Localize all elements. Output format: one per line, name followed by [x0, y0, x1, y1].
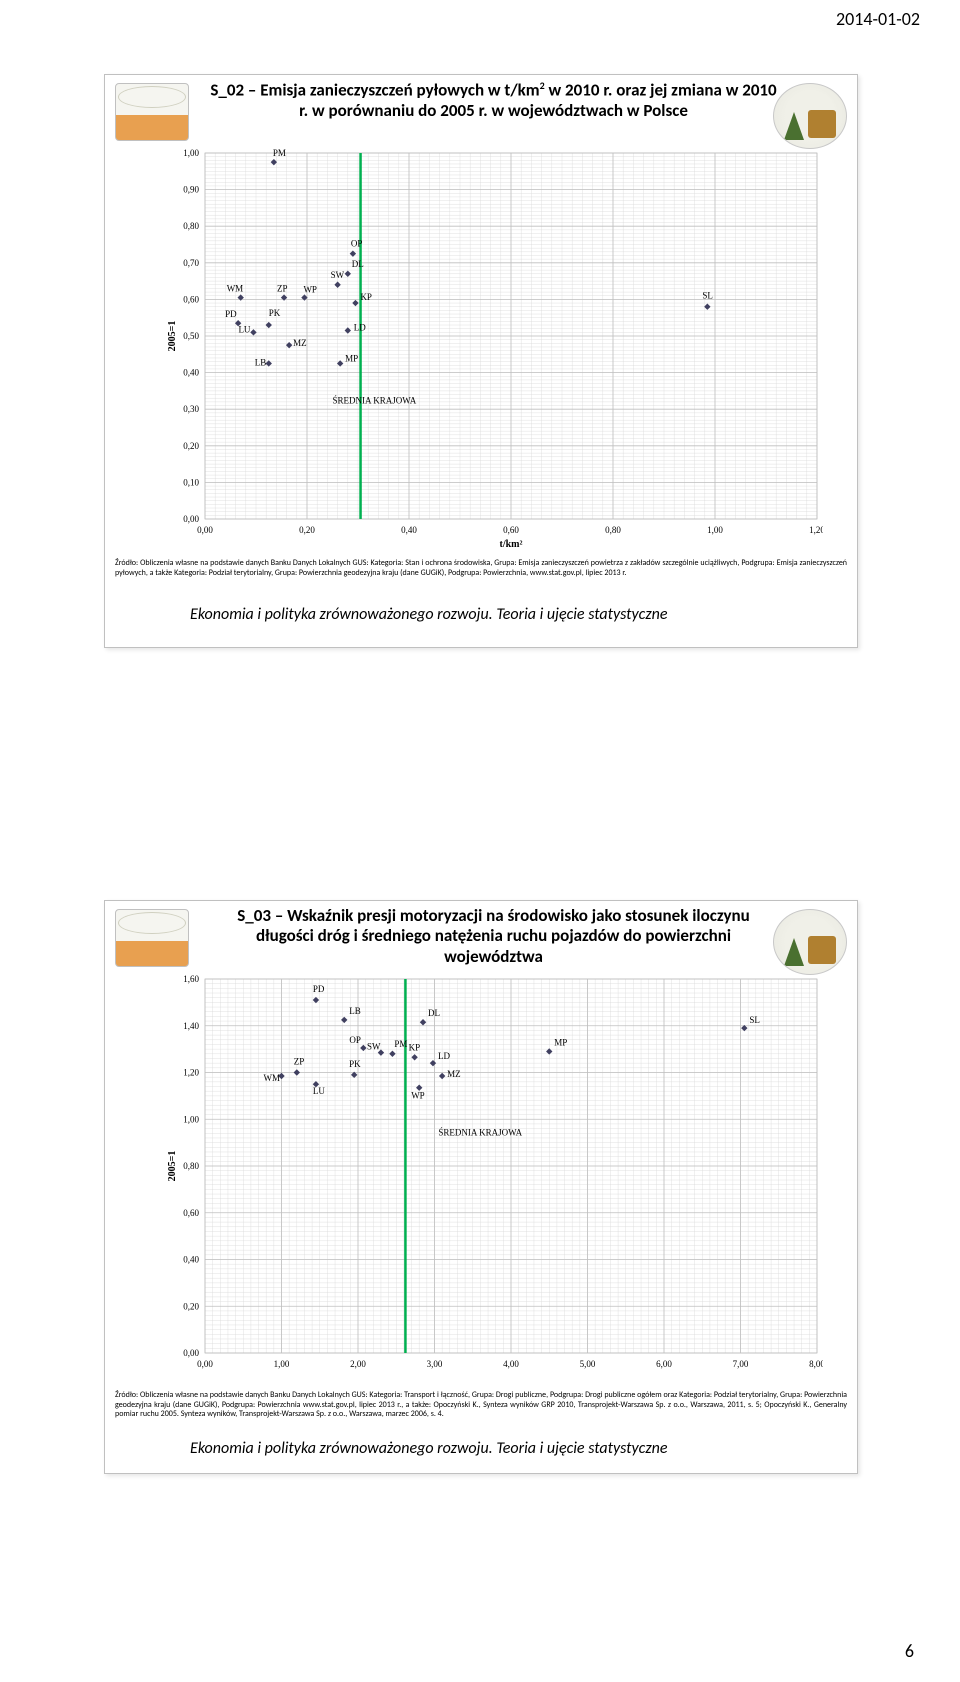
svg-text:8,00: 8,00: [809, 1359, 823, 1369]
svg-text:0,40: 0,40: [183, 1255, 199, 1265]
svg-text:PD: PD: [313, 984, 325, 994]
svg-text:1,00: 1,00: [274, 1359, 290, 1369]
svg-text:WM: WM: [264, 1073, 281, 1083]
svg-text:5,00: 5,00: [580, 1359, 596, 1369]
conference-logo: [773, 83, 847, 149]
svg-text:LB: LB: [349, 1006, 361, 1016]
svg-text:0,80: 0,80: [183, 221, 199, 231]
svg-text:SL: SL: [702, 291, 713, 301]
svg-text:LD: LD: [438, 1051, 450, 1061]
svg-text:0,00: 0,00: [183, 1348, 199, 1358]
svg-text:LD: LD: [354, 323, 366, 333]
svg-text:0,50: 0,50: [183, 331, 199, 341]
svg-text:7,00: 7,00: [733, 1359, 749, 1369]
svg-text:0,10: 0,10: [183, 477, 199, 487]
svg-text:t/km²: t/km²: [500, 539, 523, 550]
svg-text:ZP: ZP: [294, 1057, 305, 1067]
svg-text:WP: WP: [303, 285, 317, 295]
svg-text:0,20: 0,20: [183, 1301, 199, 1311]
svg-text:0,40: 0,40: [183, 368, 199, 378]
slide1-source: Źródło: Obliczenia własne na podstawie d…: [115, 559, 847, 578]
svg-text:SW: SW: [331, 270, 345, 280]
svg-text:LB: LB: [255, 357, 267, 367]
scatter-chart-1: 0,00 0,20 0,40 0,60 0,80 1,00 1,20 0,00 0,10 0,20…: [163, 147, 823, 557]
svg-text:OP: OP: [349, 1035, 361, 1045]
svg-text:0,70: 0,70: [183, 258, 199, 268]
slide1-footer: Ekonomia i polityka zrównoważonego rozwo…: [190, 605, 668, 624]
svg-text:1,00: 1,00: [707, 525, 723, 535]
svg-text:PM: PM: [394, 1039, 407, 1049]
svg-text:2,00: 2,00: [350, 1359, 366, 1369]
svg-text:LU: LU: [238, 324, 250, 334]
university-logo: [115, 83, 189, 141]
slide-2: S_03 – Wskaźnik presji motoryzacji na śr…: [104, 900, 858, 1474]
svg-text:MZ: MZ: [447, 1069, 461, 1079]
slide-1: S_02 – Emisja zanieczyszczeń pyłowych w …: [104, 74, 858, 648]
svg-text:WP: WP: [411, 1091, 425, 1101]
svg-text:MZ: MZ: [293, 338, 307, 348]
university-logo: [115, 909, 189, 967]
svg-text:DL: DL: [428, 1008, 440, 1018]
svg-text:PD: PD: [225, 309, 237, 319]
svg-text:ŚREDNIA KRAJOWA: ŚREDNIA KRAJOWA: [438, 1128, 522, 1138]
svg-text:KP: KP: [360, 292, 372, 302]
slide2-footer: Ekonomia i polityka zrównoważonego rozwo…: [190, 1439, 668, 1458]
svg-text:0,40: 0,40: [401, 525, 417, 535]
svg-text:0,90: 0,90: [183, 185, 199, 195]
svg-text:0,60: 0,60: [503, 525, 519, 535]
svg-text:0,60: 0,60: [183, 1208, 199, 1218]
svg-text:0,00: 0,00: [197, 1359, 213, 1369]
svg-text:2005=1: 2005=1: [167, 1151, 178, 1182]
svg-text:2005=1: 2005=1: [167, 321, 178, 352]
svg-text:0,00: 0,00: [183, 514, 199, 524]
slide2-source: Źródło: Obliczenia własne na podstawie d…: [115, 1391, 847, 1420]
svg-text:0,80: 0,80: [183, 1161, 199, 1171]
svg-text:0,80: 0,80: [605, 525, 621, 535]
svg-text:PM: PM: [273, 148, 286, 158]
svg-text:1,20: 1,20: [183, 1068, 199, 1078]
svg-text:ŚREDNIA KRAJOWA: ŚREDNIA KRAJOWA: [333, 396, 417, 406]
svg-text:SL: SL: [749, 1015, 760, 1025]
svg-text:WM: WM: [227, 284, 244, 294]
svg-text:1,40: 1,40: [183, 1021, 199, 1031]
svg-text:PK: PK: [269, 308, 281, 318]
slide1-chart: 0,000,200,400,600,801,001,200,000,100,20…: [163, 147, 823, 527]
slide2-chart: 0,001,002,003,004,005,006,007,008,000,00…: [163, 973, 823, 1353]
page: 2014-01-02 S_02 – Emisja zanieczyszczeń …: [0, 0, 960, 1682]
svg-text:MP: MP: [345, 353, 358, 363]
svg-text:0,60: 0,60: [183, 294, 199, 304]
svg-text:SW: SW: [367, 1042, 381, 1052]
svg-text:0,00: 0,00: [197, 525, 213, 535]
svg-text:DL: DL: [352, 259, 364, 269]
svg-text:LU: LU: [313, 1086, 325, 1096]
svg-text:MP: MP: [554, 1037, 567, 1047]
svg-text:0,30: 0,30: [183, 404, 199, 414]
svg-text:1,00: 1,00: [183, 148, 199, 158]
svg-text:ZP: ZP: [277, 284, 288, 294]
date-header: 2014-01-02: [836, 8, 920, 30]
svg-text:PK: PK: [349, 1059, 361, 1069]
svg-text:KP: KP: [409, 1042, 421, 1052]
svg-text:1,60: 1,60: [183, 974, 199, 984]
svg-text:3,00: 3,00: [427, 1359, 443, 1369]
svg-text:OP: OP: [351, 239, 363, 249]
conference-logo: [773, 909, 847, 975]
page-number: 6: [905, 1640, 914, 1662]
svg-text:6,00: 6,00: [656, 1359, 672, 1369]
svg-text:4,00: 4,00: [503, 1359, 519, 1369]
slide2-title: S_03 – Wskaźnik presji motoryzacji na śr…: [210, 906, 777, 967]
slide1-title: S_02 – Emisja zanieczyszczeń pyłowych w …: [210, 80, 777, 121]
scatter-chart-2: 0,00 1,00 2,00 3,00 4,00 5,00 6,00 7,00 8,00 0,00…: [163, 973, 823, 1391]
svg-text:0,20: 0,20: [299, 525, 315, 535]
svg-text:1,20: 1,20: [809, 525, 823, 535]
svg-text:1,00: 1,00: [183, 1114, 199, 1124]
svg-text:0,20: 0,20: [183, 441, 199, 451]
